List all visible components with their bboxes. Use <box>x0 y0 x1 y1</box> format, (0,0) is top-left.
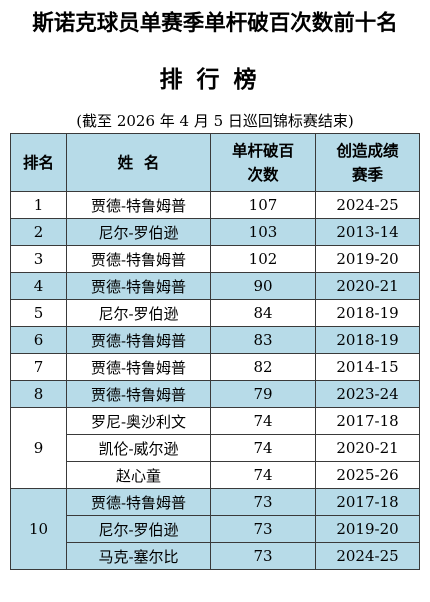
table-row: 6 贾德-特鲁姆普 83 2018-19 <box>10 326 420 354</box>
count-cell: 84 <box>210 299 316 327</box>
name-cell: 贾德-特鲁姆普 <box>66 245 211 273</box>
name-cell: 贾德-特鲁姆普 <box>66 380 211 408</box>
name-cell: 赵心童 <box>66 461 211 489</box>
table-row: 9 罗尼-奥沙利文 74 2017-18 <box>10 407 420 489</box>
season-cell: 2025-26 <box>315 461 420 489</box>
headline: 斯诺克球员单赛季单杆破百次数前十名 <box>32 11 398 36</box>
count-cell: 83 <box>210 326 316 354</box>
table-row: 3 贾德-特鲁姆普 102 2019-20 <box>10 245 420 273</box>
header-season: 创造成绩 赛季 <box>315 133 420 192</box>
season-cell: 2013-14 <box>315 218 420 246</box>
header-season-line1: 创造成绩 <box>336 141 399 160</box>
count-cell: 73 <box>210 515 316 543</box>
rank-cell: 5 <box>10 299 67 327</box>
rank-cell: 7 <box>10 353 67 381</box>
rank-cell: 9 <box>10 407 67 489</box>
rank-cell: 6 <box>10 326 67 354</box>
table-row: 凯伦-威尔逊 74 2020-21 <box>11 434 420 462</box>
name-cell: 贾德-特鲁姆普 <box>66 326 211 354</box>
name-cell: 尼尔-罗伯逊 <box>66 299 211 327</box>
count-cell: 74 <box>210 407 316 435</box>
count-cell: 90 <box>210 272 316 300</box>
count-cell: 74 <box>210 434 316 462</box>
count-cell: 107 <box>210 191 316 219</box>
count-cell: 82 <box>210 353 316 381</box>
name-cell: 尼尔-罗伯逊 <box>66 515 211 543</box>
season-cell: 2017-18 <box>315 488 420 516</box>
table-row: 7 贾德-特鲁姆普 82 2014-15 <box>10 353 420 381</box>
season-cell: 2024-25 <box>315 191 420 219</box>
table-row: 10 贾德-特鲁姆普 73 2017-18 <box>10 488 420 570</box>
season-cell: 2018-19 <box>315 299 420 327</box>
count-cell: 103 <box>210 218 316 246</box>
table-row: 8 贾德-特鲁姆普 79 2023-24 <box>10 380 420 408</box>
season-cell: 2023-24 <box>315 380 420 408</box>
header-count-line2: 次数 <box>247 165 279 184</box>
header-count-line1: 单杆破百 <box>231 141 294 160</box>
table-row: 4 贾德-特鲁姆普 90 2020-21 <box>10 272 420 300</box>
rank-cell: 8 <box>10 380 67 408</box>
name-cell: 罗尼-奥沙利文 <box>66 407 211 435</box>
name-cell: 贾德-特鲁姆普 <box>66 488 211 516</box>
season-cell: 2014-15 <box>315 353 420 381</box>
header-rank: 排名 <box>10 133 67 192</box>
header-season-line2: 赛季 <box>351 165 383 184</box>
count-cell: 73 <box>210 488 316 516</box>
rank-cell: 1 <box>10 191 67 219</box>
name-cell: 贾德-特鲁姆普 <box>66 353 211 381</box>
table-row: 尼尔-罗伯逊 73 2019-20 <box>11 515 420 543</box>
season-cell: 2017-18 <box>315 407 420 435</box>
table-row: 马克-塞尔比 73 2024-25 <box>11 542 420 570</box>
name-cell: 马克-塞尔比 <box>66 542 211 570</box>
date-note: (截至 2026 年 4 月 5 日巡回锦标赛结束) <box>76 112 354 130</box>
rank-cell: 4 <box>10 272 67 300</box>
table-row: 5 尼尔-罗伯逊 84 2018-19 <box>10 299 420 327</box>
name-cell: 贾德-特鲁姆普 <box>66 191 211 219</box>
count-cell: 79 <box>210 380 316 408</box>
header-count: 单杆破百 次数 <box>210 133 316 192</box>
count-cell: 74 <box>210 461 316 489</box>
name-cell: 尼尔-罗伯逊 <box>66 218 211 246</box>
table-row: 赵心童 74 2025-26 <box>11 461 420 489</box>
table-row: 1 贾德-特鲁姆普 107 2024-25 <box>10 191 420 219</box>
season-cell: 2020-21 <box>315 434 420 462</box>
season-cell: 2019-20 <box>315 245 420 273</box>
name-cell: 凯伦-威尔逊 <box>66 434 211 462</box>
count-cell: 73 <box>210 542 316 570</box>
season-cell: 2020-21 <box>315 272 420 300</box>
rank-cell: 2 <box>10 218 67 246</box>
count-cell: 102 <box>210 245 316 273</box>
season-cell: 2018-19 <box>315 326 420 354</box>
season-cell: 2024-25 <box>315 542 420 570</box>
rank-cell: 10 <box>10 488 67 570</box>
ranking-table: 排名 姓 名 单杆破百 次数 创造成绩 赛季 1 贾德-特鲁姆普 107 202… <box>10 133 420 570</box>
table-row: 2 尼尔-罗伯逊 103 2013-14 <box>10 218 420 246</box>
header-name: 姓 名 <box>66 133 211 192</box>
name-cell: 贾德-特鲁姆普 <box>66 272 211 300</box>
page-title: 排行榜 <box>159 67 271 93</box>
season-cell: 2019-20 <box>315 515 420 543</box>
rank-cell: 3 <box>10 245 67 273</box>
table-header-row: 排名 姓 名 单杆破百 次数 创造成绩 赛季 <box>10 133 420 192</box>
